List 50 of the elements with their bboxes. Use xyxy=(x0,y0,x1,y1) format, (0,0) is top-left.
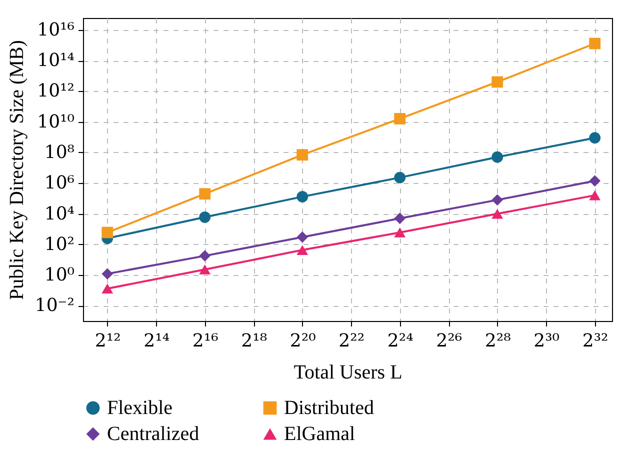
y-tick-label: 10¹² xyxy=(37,80,74,102)
point xyxy=(492,194,504,206)
y-tick-label: 10⁸ xyxy=(44,142,74,163)
point xyxy=(296,231,308,243)
x-tick-label: 2³² xyxy=(582,330,608,352)
point xyxy=(394,212,406,224)
y-tick-label: 10⁶ xyxy=(44,172,74,194)
y-tick-label: 10⁴ xyxy=(44,203,74,224)
x-tick-label: 2²⁸ xyxy=(484,330,511,352)
point xyxy=(589,190,601,200)
x-tick-label: 2¹² xyxy=(94,330,121,352)
x-axis-title: Total Users L xyxy=(294,362,402,384)
legend-label: Distributed xyxy=(284,397,374,419)
y-tick-label: 10¹⁰ xyxy=(37,111,74,132)
x-tick-label: 2³⁰ xyxy=(534,330,560,352)
point xyxy=(492,76,504,88)
point xyxy=(394,113,406,124)
legend-label: Centralized xyxy=(107,423,200,445)
point xyxy=(296,245,308,255)
point xyxy=(589,38,601,50)
point xyxy=(199,250,211,262)
legend-label: Flexible xyxy=(107,397,173,419)
x-tick-label: 2²⁰ xyxy=(290,330,316,352)
point xyxy=(296,191,308,202)
y-tick-label: 10⁻² xyxy=(34,295,74,316)
y-tick-label: 10¹⁶ xyxy=(37,19,74,40)
point xyxy=(199,264,211,274)
point xyxy=(492,151,504,163)
point xyxy=(394,228,406,238)
point xyxy=(492,208,504,219)
y-axis-title: Public Key Directory Size (MB) xyxy=(6,40,28,300)
point xyxy=(199,211,211,223)
point xyxy=(589,132,601,144)
point xyxy=(102,284,114,294)
point xyxy=(394,172,406,184)
point xyxy=(102,268,114,280)
y-tick-label: 10² xyxy=(44,234,74,255)
x-tick-label: 2¹⁸ xyxy=(241,330,268,352)
y-tick-label: 10⁰ xyxy=(44,264,74,286)
point xyxy=(199,188,211,200)
point xyxy=(102,226,114,238)
x-tick-label: 2²² xyxy=(338,330,365,352)
x-tick-label: 2¹⁴ xyxy=(144,330,170,352)
point xyxy=(589,175,601,187)
y-tick-label: 10¹⁴ xyxy=(37,50,74,72)
x-tick-label: 2²⁴ xyxy=(387,330,414,352)
point xyxy=(296,149,308,161)
legend-label: ElGamal xyxy=(284,423,356,445)
x-tick-label: 2²⁶ xyxy=(436,330,462,352)
x-tick-label: 2¹⁶ xyxy=(192,330,218,352)
